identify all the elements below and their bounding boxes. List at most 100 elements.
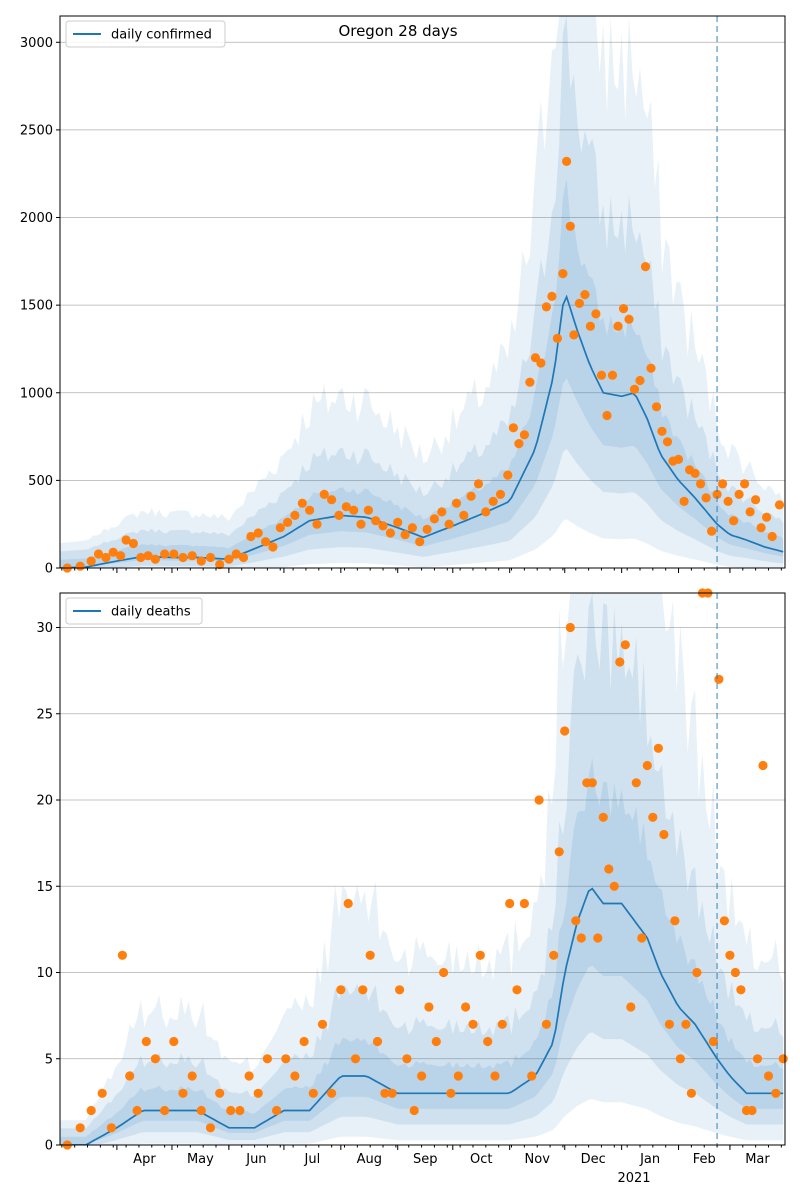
observed-point (150, 554, 160, 564)
x-tick-label: Mar (745, 1152, 770, 1167)
observed-point (714, 674, 724, 684)
observed-point (453, 1071, 463, 1081)
observed-point (371, 516, 381, 526)
observed-point (473, 479, 484, 489)
observed-point (349, 505, 359, 515)
observed-point (75, 561, 85, 571)
observed-point (422, 524, 432, 535)
observed-point (350, 1054, 361, 1064)
observed-point (327, 495, 337, 505)
observed-point (640, 262, 651, 272)
observed-point (378, 521, 388, 531)
observed-point (541, 302, 552, 312)
observed-point (725, 950, 735, 960)
observed-point (686, 1088, 697, 1098)
observed-point (503, 470, 513, 480)
observed-point (305, 505, 315, 515)
observed-point (108, 547, 118, 557)
observed-point (187, 1071, 197, 1081)
confirmed-legend: daily confirmed (65, 20, 226, 48)
observed-point (481, 507, 491, 517)
y-tick-label: 0 (45, 562, 53, 577)
observed-point (587, 778, 597, 788)
observed-point (662, 437, 673, 447)
x-tick-label: Oct (470, 1152, 492, 1167)
x-axis-year-label: 2021 (617, 1171, 650, 1186)
observed-point (659, 829, 669, 840)
observed-point (297, 498, 307, 508)
observed-point (317, 1019, 328, 1029)
observed-point (439, 967, 449, 978)
observed-point (372, 1036, 383, 1047)
observed-point (387, 1088, 397, 1098)
observed-point (648, 812, 658, 822)
observed-point (341, 502, 351, 512)
observed-point (178, 1088, 188, 1098)
x-tick-label: Jan (639, 1152, 660, 1167)
observed-point (653, 743, 664, 753)
observed-point (215, 559, 225, 570)
observed-point (272, 1105, 282, 1116)
observed-point (393, 517, 403, 528)
observed-point (407, 523, 417, 533)
observed-point (512, 985, 522, 995)
y-tick-label: 15 (36, 880, 53, 895)
observed-point (226, 1105, 236, 1116)
observed-point (169, 549, 179, 559)
observed-point (580, 290, 590, 300)
observed-point (736, 985, 746, 995)
y-tick-label: 5 (45, 1052, 53, 1067)
observed-point (116, 551, 126, 561)
confirmed-axes-frame (59, 15, 786, 569)
observed-point (402, 1054, 412, 1064)
observed-point (565, 622, 575, 633)
observed-point (483, 1036, 493, 1047)
observed-point (125, 1071, 135, 1081)
observed-point (365, 950, 375, 960)
observed-point (624, 314, 634, 324)
observed-point (356, 519, 366, 529)
series-line-deaths (60, 887, 784, 1145)
observed-point (701, 493, 711, 503)
observed-point (692, 967, 702, 978)
observed-point (609, 881, 619, 891)
observed-point (205, 552, 216, 563)
observed-point (238, 552, 249, 563)
observed-point (607, 370, 618, 380)
y-tick-label: 0 (45, 1139, 53, 1154)
observed-point (437, 507, 447, 517)
deaths-uncertainty-bands (60, 593, 784, 1145)
observed-point (576, 933, 586, 943)
observed-point (244, 1071, 254, 1081)
observed-point (400, 530, 410, 540)
y-tick-label: 20 (36, 794, 53, 809)
y-tick-label: 500 (28, 474, 53, 489)
x-tick-label: Apr (133, 1152, 156, 1167)
observed-point (308, 1088, 318, 1098)
observed-point (117, 950, 127, 960)
x-tick-label: Jul (304, 1152, 321, 1167)
confirmed-x-axis (61, 568, 782, 573)
observed-point (495, 489, 506, 499)
legend-box (65, 20, 226, 48)
x-tick-label: Dec (581, 1152, 606, 1167)
observed-point (519, 898, 530, 909)
observed-point (596, 370, 607, 380)
observed-point (585, 321, 596, 331)
observed-point (253, 1088, 263, 1098)
observed-point (417, 1071, 427, 1081)
deaths-y-axis: 0 5 10 15 20 25 30 (36, 621, 60, 1154)
observed-point (451, 498, 462, 508)
uncertainty-band (60, 593, 784, 1145)
x-tick-label: Aug (357, 1152, 382, 1167)
x-tick-label: Nov (525, 1152, 551, 1167)
observed-point (598, 812, 608, 822)
observed-point (363, 505, 373, 515)
observed-point (763, 1071, 774, 1081)
observed-point (626, 1002, 636, 1012)
observed-point (527, 1071, 537, 1081)
deaths-line-group (60, 887, 784, 1145)
observed-point (187, 551, 197, 561)
observed-point (246, 531, 256, 542)
